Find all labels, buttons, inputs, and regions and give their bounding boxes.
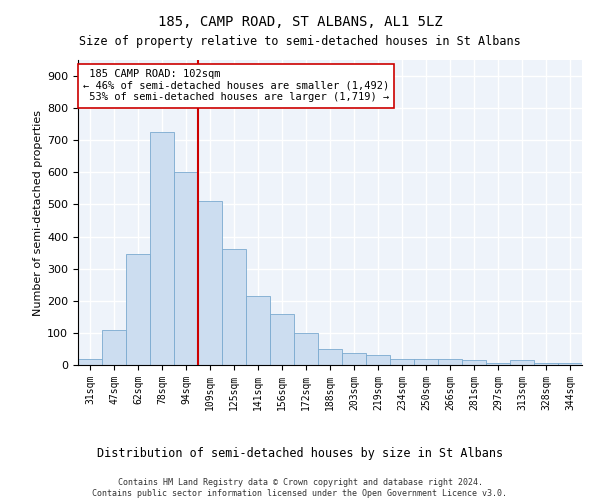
Bar — [246, 296, 270, 365]
Bar — [102, 330, 126, 365]
Bar — [222, 250, 246, 365]
Bar — [438, 359, 462, 365]
Bar — [558, 364, 582, 365]
Bar — [486, 364, 510, 365]
Text: Distribution of semi-detached houses by size in St Albans: Distribution of semi-detached houses by … — [97, 447, 503, 460]
Bar — [390, 358, 414, 365]
Bar — [270, 314, 294, 365]
Bar — [294, 333, 318, 365]
Y-axis label: Number of semi-detached properties: Number of semi-detached properties — [33, 110, 43, 316]
Bar — [366, 356, 390, 365]
Bar — [126, 254, 150, 365]
Text: Size of property relative to semi-detached houses in St Albans: Size of property relative to semi-detach… — [79, 35, 521, 48]
Text: 185 CAMP ROAD: 102sqm
← 46% of semi-detached houses are smaller (1,492)
 53% of : 185 CAMP ROAD: 102sqm ← 46% of semi-deta… — [83, 69, 389, 102]
Bar — [150, 132, 174, 365]
Bar — [462, 360, 486, 365]
Bar — [414, 359, 438, 365]
Bar — [318, 349, 342, 365]
Bar — [198, 202, 222, 365]
Bar — [342, 353, 366, 365]
Bar — [174, 172, 198, 365]
Bar — [78, 358, 102, 365]
Bar — [534, 364, 558, 365]
Text: 185, CAMP ROAD, ST ALBANS, AL1 5LZ: 185, CAMP ROAD, ST ALBANS, AL1 5LZ — [158, 15, 442, 29]
Bar — [510, 360, 534, 365]
Text: Contains HM Land Registry data © Crown copyright and database right 2024.
Contai: Contains HM Land Registry data © Crown c… — [92, 478, 508, 498]
